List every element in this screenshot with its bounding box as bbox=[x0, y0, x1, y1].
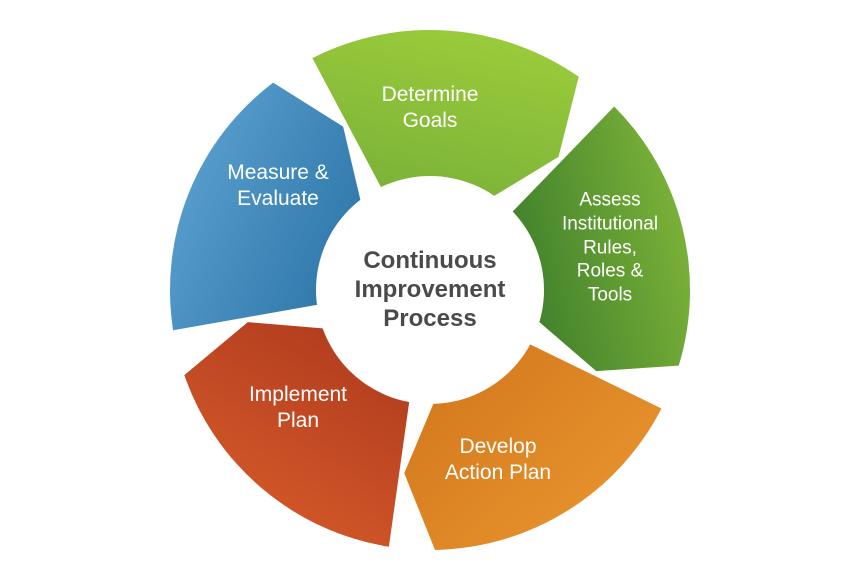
process-wheel-svg bbox=[0, 0, 860, 581]
diagram-stage: Continuous Improvement Process Determine… bbox=[0, 0, 860, 581]
center-circle bbox=[316, 176, 544, 404]
